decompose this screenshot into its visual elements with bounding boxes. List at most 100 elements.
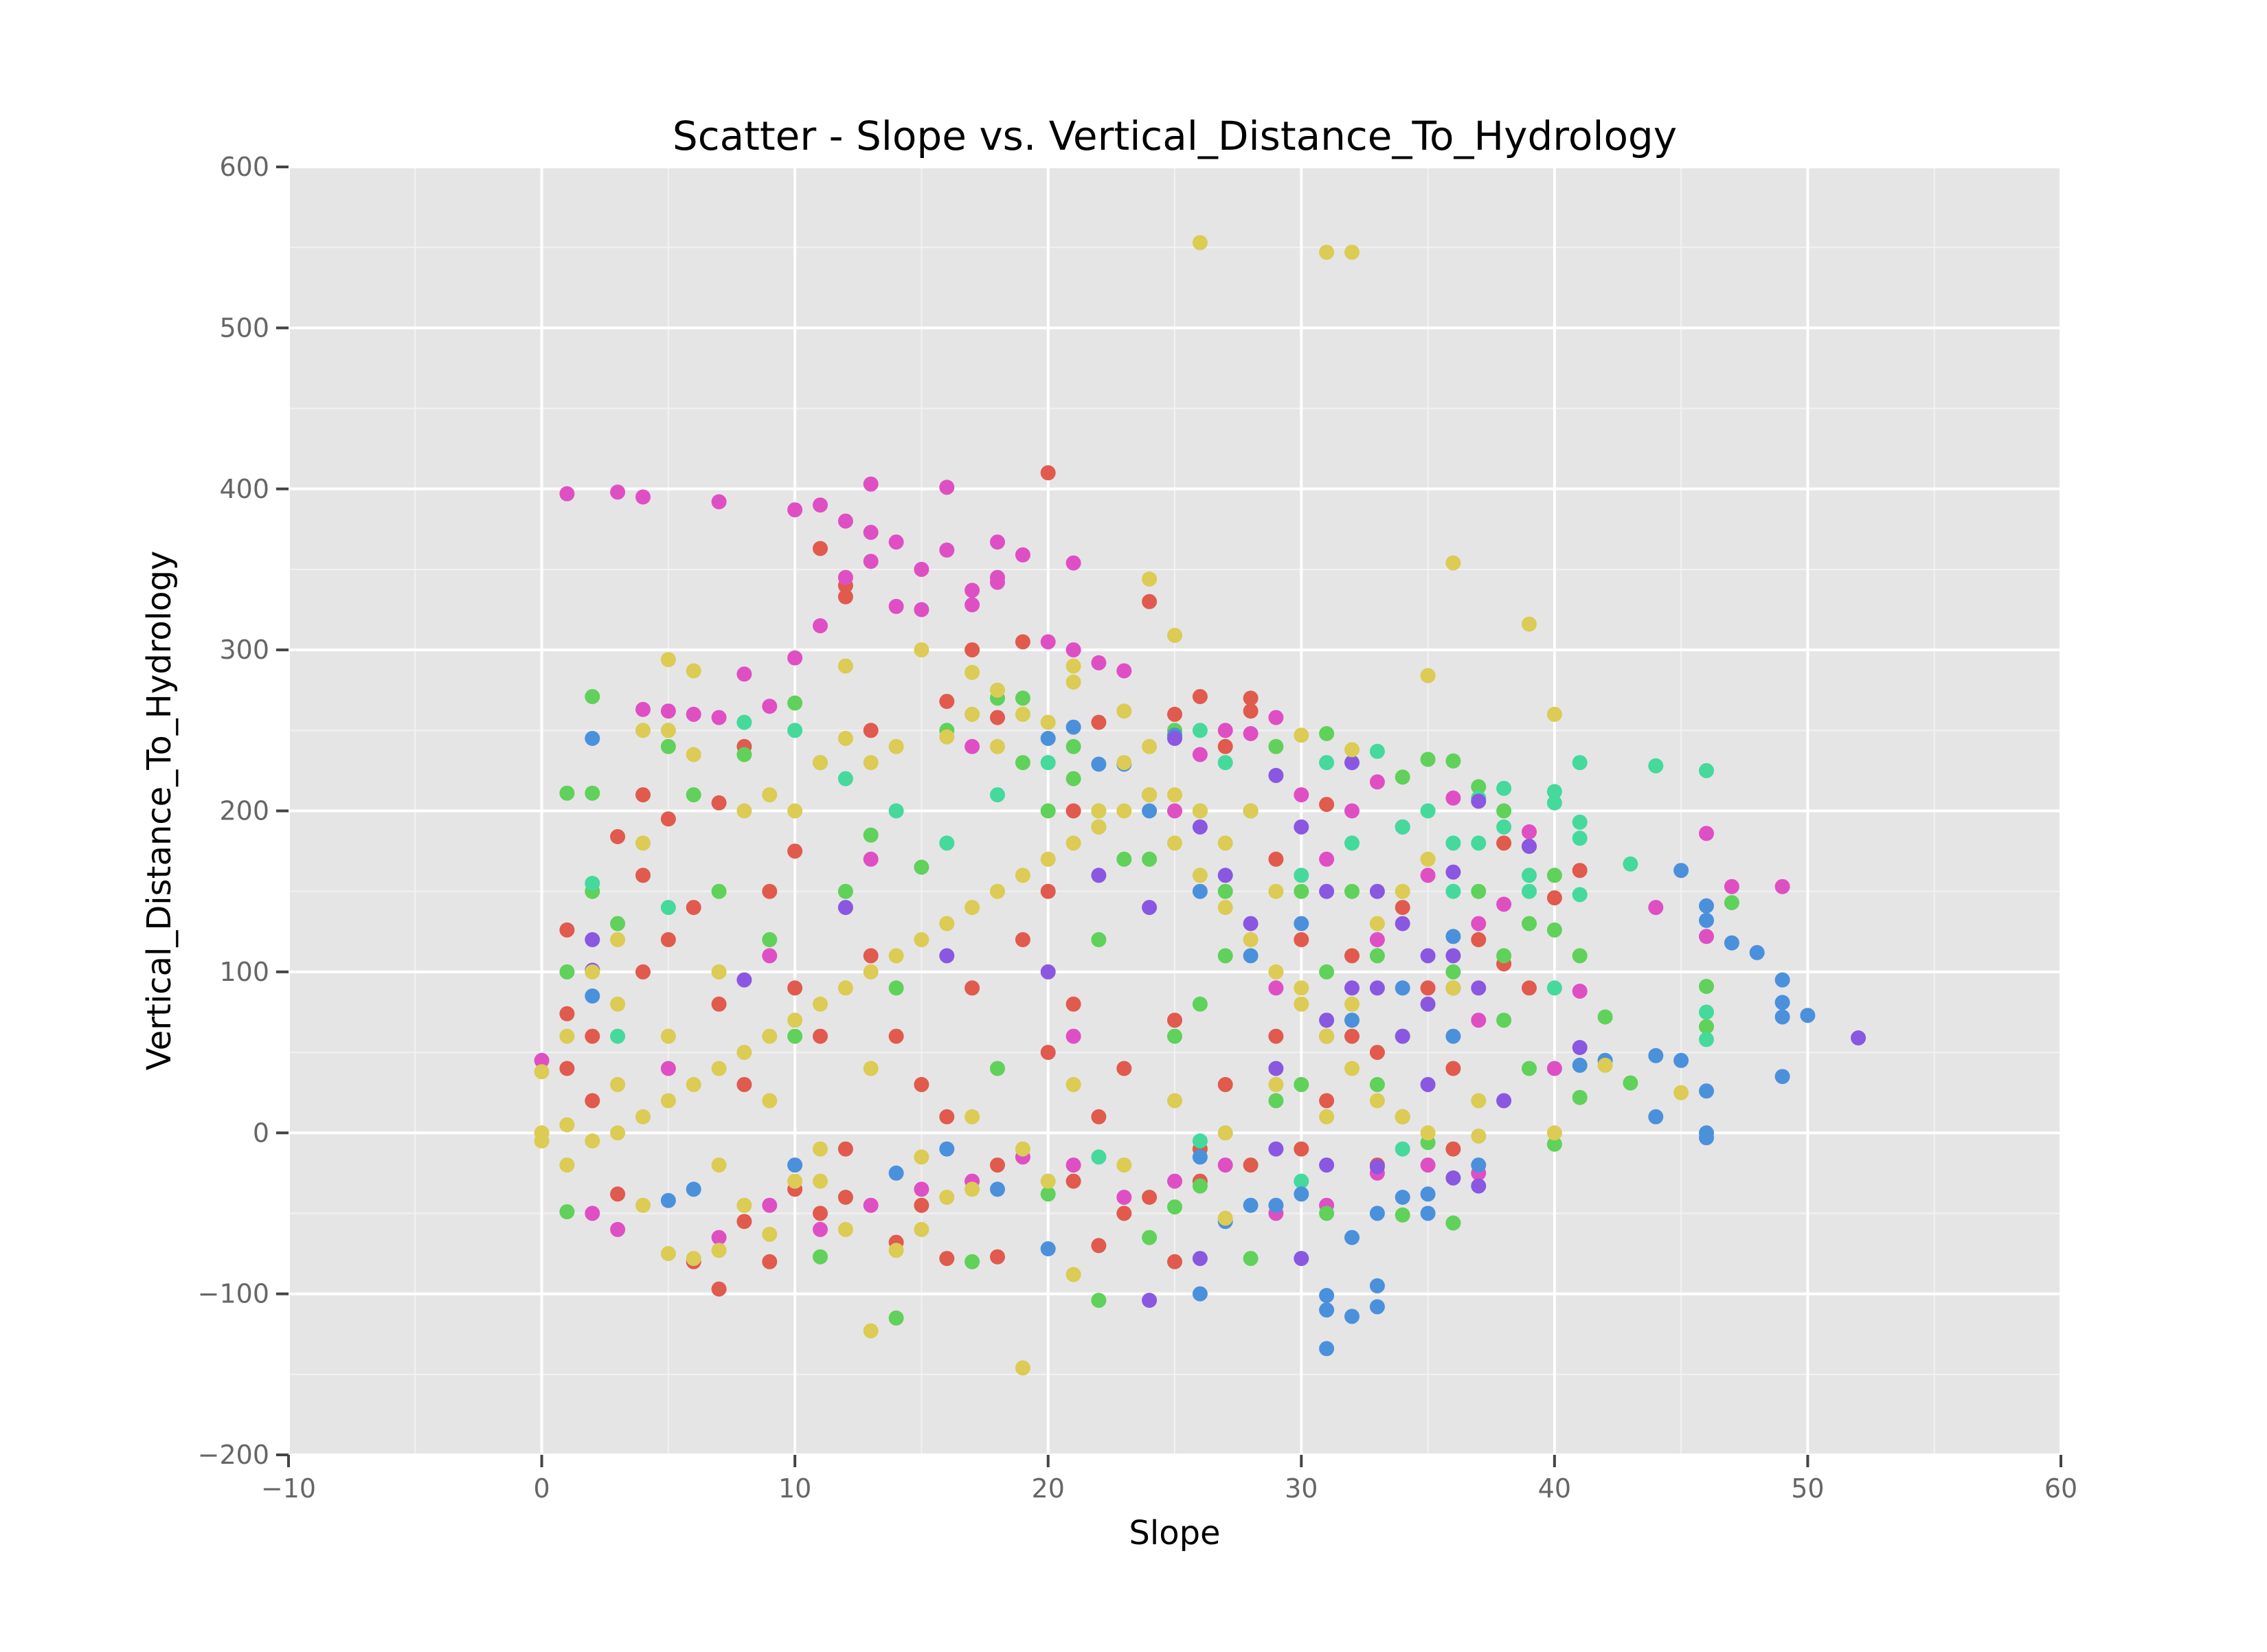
data-point-s4 [1040,1241,1056,1256]
data-point-s2 [1471,883,1487,899]
data-point-s6 [660,652,676,668]
data-point-s0 [813,541,828,556]
data-point-s6 [1597,1057,1613,1073]
data-point-s6 [1344,245,1360,260]
data-point-s0 [1192,689,1208,705]
data-point-s1 [1243,726,1259,741]
data-point-s6 [1294,996,1309,1012]
data-point-s2 [1420,751,1436,767]
data-point-s6 [660,1246,676,1261]
data-point-s0 [1040,883,1056,899]
data-point-s6 [787,1012,803,1028]
data-point-s1 [813,497,828,513]
data-point-s1 [1344,803,1360,819]
data-point-s0 [1268,1028,1284,1044]
data-point-s6 [813,1141,828,1157]
data-point-s0 [585,1028,600,1044]
data-point-s0 [1268,851,1284,867]
data-point-s6 [660,1028,676,1044]
data-point-s2 [711,883,727,899]
data-point-s2 [660,738,676,754]
data-point-s3 [1699,1032,1714,1048]
data-point-s4 [1572,1057,1588,1073]
data-point-s5 [1445,864,1461,880]
data-point-s3 [736,714,752,730]
data-point-s6 [1243,803,1259,819]
x-tick-label: 20 [1032,1473,1065,1504]
data-point-s6 [1471,1093,1487,1109]
data-point-s4 [1774,1069,1790,1085]
data-point-s0 [1091,1238,1107,1254]
data-point-s0 [1167,1254,1182,1269]
data-point-s6 [1116,1157,1132,1173]
data-point-s3 [1623,856,1638,872]
data-point-s1 [939,479,955,495]
data-point-s3 [610,1028,626,1044]
data-point-s1 [635,489,651,505]
data-point-s0 [559,1006,575,1021]
data-point-s2 [1572,948,1588,964]
data-point-s2 [1268,1093,1284,1109]
data-point-s3 [1319,755,1335,771]
x-tick-label: 0 [533,1473,550,1504]
data-point-s0 [1142,593,1158,609]
data-point-s3 [1699,762,1714,778]
data-point-s0 [939,1251,955,1267]
data-point-s3 [1496,819,1512,835]
data-point-s6 [1065,1076,1081,1092]
data-point-s6 [914,1149,929,1165]
data-point-s5 [1851,1030,1866,1045]
data-point-s2 [1623,1075,1638,1091]
data-point-s0 [762,1254,778,1269]
data-point-s0 [559,1061,575,1076]
data-point-s0 [686,900,701,916]
data-point-s0 [1116,1206,1132,1221]
data-point-s6 [1319,245,1335,260]
data-point-s6 [1445,555,1461,571]
data-point-s5 [1294,819,1309,835]
data-point-s0 [1065,996,1081,1012]
data-point-s2 [585,785,600,801]
x-axis-label: Slope [1129,1514,1220,1552]
data-point-s2 [787,695,803,711]
data-point-s1 [1420,1157,1436,1173]
data-point-s1 [736,666,752,682]
data-point-s2 [1015,690,1030,706]
data-point-s0 [736,1214,752,1230]
data-point-s3 [837,771,853,787]
data-point-s2 [1445,964,1461,980]
data-point-s2 [1395,1207,1410,1223]
data-point-s1 [1420,868,1436,883]
data-point-s5 [1344,755,1360,771]
data-point-s2 [1167,1199,1182,1215]
y-tick-label: −100 [198,1279,269,1309]
data-point-s1 [965,582,980,598]
data-point-s6 [990,883,1005,899]
data-point-s6 [1142,787,1158,803]
data-point-s3 [1546,795,1562,811]
data-point-s3 [1522,883,1537,899]
data-point-s1 [762,1197,778,1213]
data-point-s0 [1445,1061,1461,1076]
data-points [534,235,1866,1376]
data-point-s6 [1294,980,1309,996]
data-point-s6 [1471,1128,1487,1144]
y-tick-label: 200 [219,796,269,826]
data-point-s3 [1294,1173,1309,1189]
x-tick-label: 10 [778,1473,811,1504]
data-point-s1 [1445,790,1461,806]
data-point-s0 [863,723,879,738]
data-point-s2 [990,1061,1005,1076]
data-point-s2 [813,1249,828,1265]
data-point-s6 [610,1125,626,1141]
data-point-s2 [1243,1251,1259,1267]
x-tick-label: 30 [1285,1473,1318,1504]
data-point-s1 [1065,1157,1081,1173]
data-point-s0 [888,1028,904,1044]
data-point-s0 [1572,863,1588,879]
data-point-s5 [736,972,752,988]
data-point-s2 [837,883,853,899]
data-point-s0 [1065,803,1081,819]
data-point-s6 [660,723,676,738]
data-point-s4 [660,1192,676,1208]
